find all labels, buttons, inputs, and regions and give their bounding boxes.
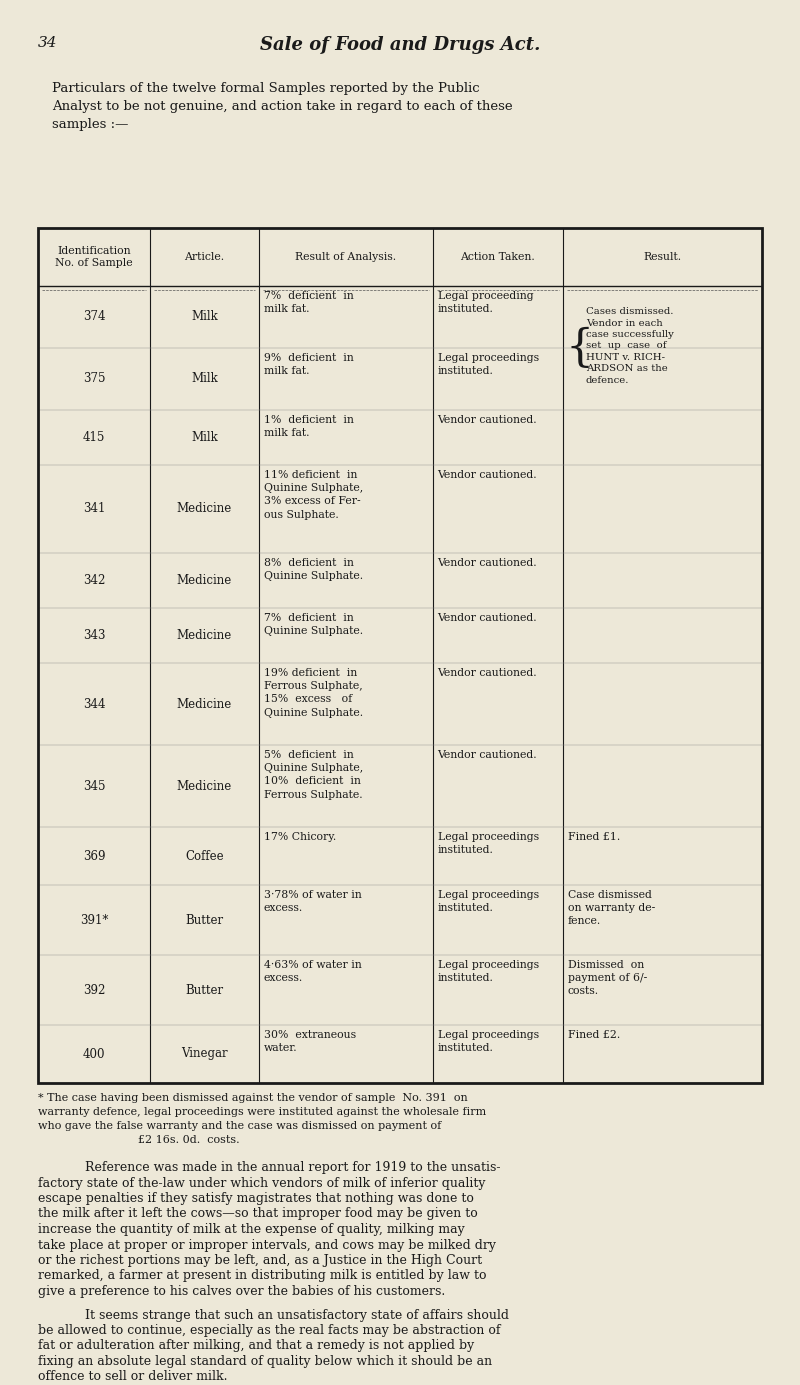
Text: 17% Chicory.: 17% Chicory. <box>264 832 336 842</box>
Text: Legal proceeding
instituted.: Legal proceeding instituted. <box>438 291 534 314</box>
Text: 8%  deficient  in
Quinine Sulphate.: 8% deficient in Quinine Sulphate. <box>264 558 363 582</box>
Text: 342: 342 <box>83 573 106 587</box>
Text: factory state of the‑law under which vendors of milk of inferior quality: factory state of the‑law under which ven… <box>38 1176 486 1190</box>
Text: Dismissed  on
payment of 6/-
costs.: Dismissed on payment of 6/- costs. <box>568 960 647 996</box>
Text: Legal proceedings
instituted.: Legal proceedings instituted. <box>438 353 538 377</box>
Text: Cases dismissed.
Vendor in each
case successfully
set  up  case  of
HUNT v. RICH: Cases dismissed. Vendor in each case suc… <box>586 307 674 385</box>
Text: £2 16s. 0d.  costs.: £2 16s. 0d. costs. <box>138 1134 240 1145</box>
Text: Vendor cautioned.: Vendor cautioned. <box>438 614 538 623</box>
Text: 7%  deficient  in
milk fat.: 7% deficient in milk fat. <box>264 291 354 314</box>
Text: escape penalties if they satisfy magistrates that nothing was done to: escape penalties if they satisfy magistr… <box>38 1192 474 1205</box>
Text: Medicine: Medicine <box>177 573 232 587</box>
Text: samples :—: samples :— <box>52 118 128 132</box>
Text: 3·78% of water in
excess.: 3·78% of water in excess. <box>264 891 362 913</box>
Text: Fined £2.: Fined £2. <box>568 1030 620 1040</box>
Text: Milk: Milk <box>191 373 218 385</box>
Text: 5%  deficient  in
Quinine Sulphate,
10%  deficient  in
Ferrous Sulphate.: 5% deficient in Quinine Sulphate, 10% de… <box>264 751 363 799</box>
Text: Reference was made in the annual report for 1919 to the unsatis-: Reference was made in the annual report … <box>85 1161 501 1174</box>
Text: Action Taken.: Action Taken. <box>460 252 535 262</box>
Text: 30%  extraneous
water.: 30% extraneous water. <box>264 1030 356 1053</box>
Text: * The case having been dismissed against the vendor of sample  No. 391  on: * The case having been dismissed against… <box>38 1093 468 1102</box>
Text: Result.: Result. <box>643 252 682 262</box>
Text: 9%  deficient  in
milk fat.: 9% deficient in milk fat. <box>264 353 354 377</box>
Text: Butter: Butter <box>186 983 223 996</box>
Text: Legal proceedings
instituted.: Legal proceedings instituted. <box>438 891 538 913</box>
Text: 7%  deficient  in
Quinine Sulphate.: 7% deficient in Quinine Sulphate. <box>264 614 363 636</box>
Text: 375: 375 <box>83 373 106 385</box>
Text: Result of Analysis.: Result of Analysis. <box>295 252 396 262</box>
Text: 4·63% of water in
excess.: 4·63% of water in excess. <box>264 960 362 983</box>
Text: fat or adulteration after milking, and that a remedy is not applied by: fat or adulteration after milking, and t… <box>38 1339 474 1353</box>
Text: 343: 343 <box>83 629 106 643</box>
Text: take place at proper or improper intervals, and cows may be milked dry: take place at proper or improper interva… <box>38 1238 496 1252</box>
Text: 415: 415 <box>83 431 106 445</box>
Text: increase the quantity of milk at the expense of quality, milking may: increase the quantity of milk at the exp… <box>38 1223 465 1235</box>
Text: Medicine: Medicine <box>177 629 232 643</box>
Text: fixing an absolute legal standard of quality below which it should be an: fixing an absolute legal standard of qua… <box>38 1355 492 1368</box>
Text: be allowed to continue, especially as the real facts may be abstraction of: be allowed to continue, especially as th… <box>38 1324 501 1337</box>
Text: Legal proceedings
instituted.: Legal proceedings instituted. <box>438 1030 538 1053</box>
Text: give a preference to his calves over the babies of his customers.: give a preference to his calves over the… <box>38 1285 446 1298</box>
Text: Identification
No. of Sample: Identification No. of Sample <box>55 245 133 269</box>
Text: Vendor cautioned.: Vendor cautioned. <box>438 416 538 425</box>
Text: Medicine: Medicine <box>177 503 232 515</box>
Text: Vinegar: Vinegar <box>182 1047 228 1061</box>
Text: Medicine: Medicine <box>177 698 232 711</box>
Text: 1%  deficient  in
milk fat.: 1% deficient in milk fat. <box>264 416 354 438</box>
Text: who gave the false warranty and the case was dismissed on payment of: who gave the false warranty and the case… <box>38 1120 442 1132</box>
Text: Medicine: Medicine <box>177 780 232 792</box>
Text: 400: 400 <box>83 1047 106 1061</box>
Text: Legal proceedings
instituted.: Legal proceedings instituted. <box>438 960 538 983</box>
Text: remarked, a farmer at present in distributing milk is entitled by law to: remarked, a farmer at present in distrib… <box>38 1270 486 1283</box>
Text: 369: 369 <box>83 849 106 863</box>
Text: Case dismissed
on warranty de-
fence.: Case dismissed on warranty de- fence. <box>568 891 655 927</box>
Text: Vendor cautioned.: Vendor cautioned. <box>438 470 538 481</box>
Text: 341: 341 <box>83 503 106 515</box>
Text: offence to sell or deliver milk.: offence to sell or deliver milk. <box>38 1371 227 1384</box>
Text: or the richest portions may be left, and, as a Justice in the High Court: or the richest portions may be left, and… <box>38 1253 482 1267</box>
Text: 392: 392 <box>83 983 106 996</box>
Text: Fined £1.: Fined £1. <box>568 832 620 842</box>
Text: Milk: Milk <box>191 431 218 445</box>
Text: 344: 344 <box>83 698 106 711</box>
Text: 19% deficient  in
Ferrous Sulphate,
15%  excess   of
Quinine Sulphate.: 19% deficient in Ferrous Sulphate, 15% e… <box>264 668 363 717</box>
Text: 374: 374 <box>83 310 106 324</box>
Text: Milk: Milk <box>191 310 218 324</box>
Text: 391*: 391* <box>80 914 108 927</box>
Text: Article.: Article. <box>185 252 225 262</box>
Text: 11% deficient  in
Quinine Sulphate,
3% excess of Fer-
ous Sulphate.: 11% deficient in Quinine Sulphate, 3% ex… <box>264 470 363 519</box>
Text: {: { <box>566 327 594 370</box>
Text: Analyst to be not genuine, and action take in regard to each of these: Analyst to be not genuine, and action ta… <box>52 100 513 114</box>
Text: Butter: Butter <box>186 914 223 927</box>
Text: Vendor cautioned.: Vendor cautioned. <box>438 558 538 568</box>
Text: the milk after it left the cows—so that improper food may be given to: the milk after it left the cows—so that … <box>38 1208 478 1220</box>
Text: Vendor cautioned.: Vendor cautioned. <box>438 668 538 679</box>
Text: It seems strange that such an unsatisfactory state of affairs should: It seems strange that such an unsatisfac… <box>85 1309 509 1321</box>
Text: Legal proceedings
instituted.: Legal proceedings instituted. <box>438 832 538 855</box>
Text: Particulars of the twelve formal Samples reported by the Public: Particulars of the twelve formal Samples… <box>52 82 480 96</box>
Bar <box>38 229 762 1083</box>
Text: Vendor cautioned.: Vendor cautioned. <box>438 751 538 760</box>
Text: 345: 345 <box>83 780 106 792</box>
Text: 34: 34 <box>38 36 58 50</box>
Text: Sale of Food and Drugs Act.: Sale of Food and Drugs Act. <box>260 36 540 54</box>
Text: warranty defence, legal proceedings were instituted against the wholesale firm: warranty defence, legal proceedings were… <box>38 1107 486 1116</box>
Text: Coffee: Coffee <box>186 849 224 863</box>
